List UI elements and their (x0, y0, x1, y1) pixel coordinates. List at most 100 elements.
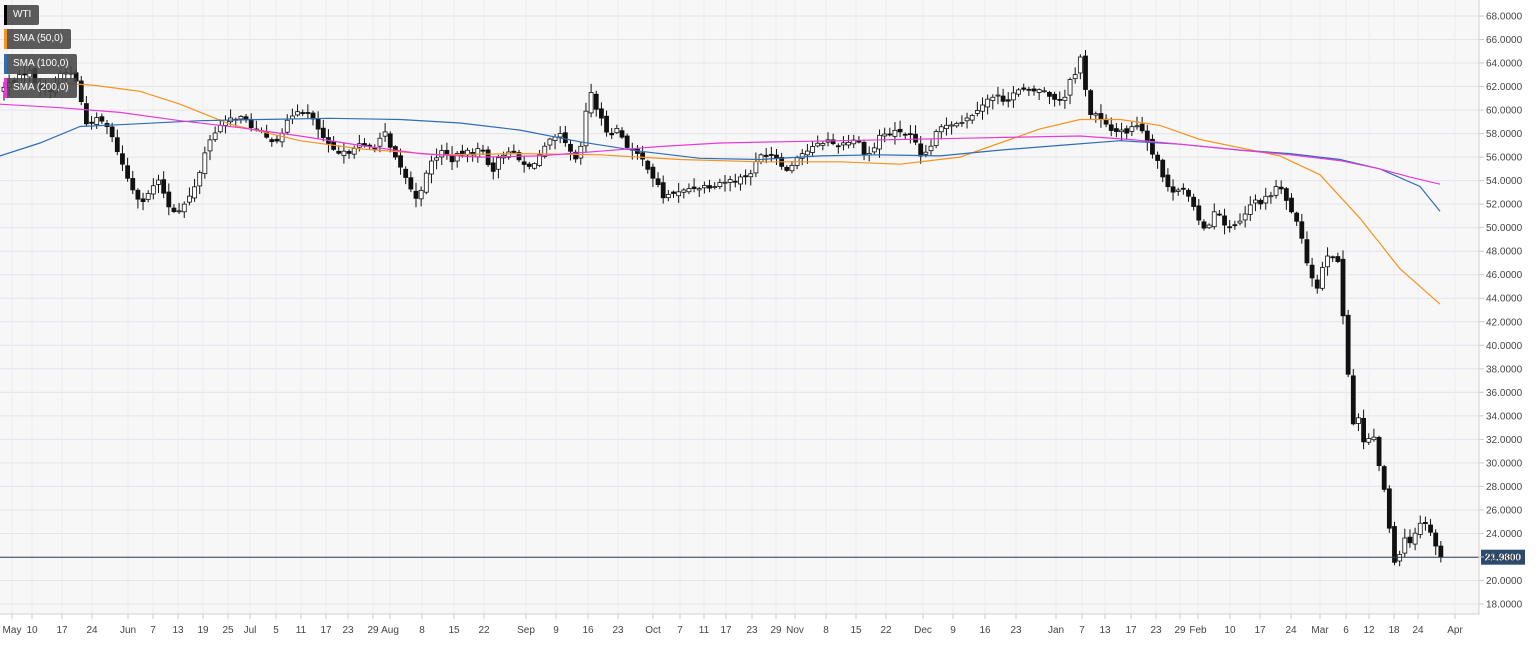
candle-down (913, 133, 918, 143)
legend-label: SMA (100,0) (13, 58, 69, 69)
candle-up (727, 179, 733, 183)
x-tick-label: 17 (720, 625, 732, 636)
candle-up (964, 117, 970, 122)
candle-down (130, 178, 136, 191)
legend-item[interactable]: WTI (4, 5, 40, 25)
candle-up (341, 150, 347, 156)
candle-up (686, 188, 692, 193)
candle-up (753, 160, 759, 174)
candle-up (351, 148, 357, 155)
candle-up (150, 185, 156, 195)
candle-down (1155, 154, 1160, 161)
x-tick-label: 10 (1224, 625, 1236, 636)
candle-down (732, 180, 738, 183)
candle-down (1031, 88, 1037, 92)
candle-up (284, 119, 290, 133)
candle-up (1253, 199, 1258, 204)
candle-down (1227, 226, 1233, 229)
y-tick-label: 52.0000 (1486, 200, 1523, 211)
candle-up (949, 124, 954, 127)
y-tick-label: 46.0000 (1486, 270, 1523, 281)
candle-down (99, 116, 105, 122)
candle-up (1247, 204, 1253, 215)
candle-down (1294, 212, 1300, 222)
candle-down (1376, 437, 1382, 467)
y-tick-label: 66.0000 (1486, 35, 1523, 46)
candle-up (882, 133, 888, 137)
candle-down (1217, 213, 1222, 216)
x-tick-label: 22 (880, 625, 892, 636)
candle-up (495, 157, 501, 170)
candle-down (1186, 189, 1191, 197)
candle-down (89, 121, 94, 124)
y-tick-label: 62.0000 (1486, 82, 1523, 93)
x-tick-label: Apr (1447, 625, 1463, 636)
candle-up (1062, 96, 1068, 101)
candle-down (604, 115, 609, 133)
candle-up (810, 146, 815, 153)
candle-up (1036, 89, 1042, 93)
candle-down (624, 135, 630, 148)
candle-up (1268, 195, 1274, 198)
candle-up (1242, 213, 1248, 221)
candle-up (820, 143, 826, 146)
candle-down (897, 128, 903, 133)
candle-up (722, 181, 728, 184)
candle-up (702, 185, 707, 189)
candle-up (1077, 56, 1083, 74)
candle-down (398, 155, 403, 168)
plot-background (0, 0, 1479, 614)
y-tick-label: 44.0000 (1486, 294, 1523, 305)
y-tick-label: 18.0000 (1486, 600, 1523, 611)
candle-down (1289, 197, 1294, 213)
candle-down (362, 143, 367, 146)
x-tick-label: 9 (553, 625, 559, 636)
candle-down (1144, 130, 1150, 142)
candle-down (562, 132, 568, 144)
candle-down (1196, 205, 1202, 221)
candle-down (140, 198, 146, 202)
legend-item[interactable]: SMA (50,0) (4, 29, 72, 49)
candle-down (449, 155, 455, 163)
candle-down (660, 182, 666, 199)
candle-down (1330, 256, 1336, 259)
candle-down (1191, 196, 1197, 207)
y-tick-label: 22.0000 (1486, 552, 1523, 563)
candle-down (1345, 314, 1351, 375)
candle-down (125, 165, 130, 179)
candle-up (1119, 129, 1124, 133)
candle-up (1402, 537, 1408, 554)
candle-up (382, 131, 388, 137)
candle-down (1381, 466, 1387, 490)
candle-up (1356, 417, 1361, 424)
candle-down (78, 80, 84, 103)
x-tick-label: 17 (56, 625, 68, 636)
x-tick-label: May (3, 625, 22, 636)
y-tick-label: 40.0000 (1486, 341, 1523, 352)
y-tick-label: 30.0000 (1486, 458, 1523, 469)
candle-up (815, 142, 821, 147)
candle-down (830, 139, 836, 145)
candle-down (1170, 186, 1176, 193)
candle-down (645, 160, 651, 170)
x-tick-label: Jan (1048, 625, 1064, 636)
x-tick-label: 25 (222, 625, 234, 636)
candle-down (619, 130, 625, 138)
y-tick-label: 68.0000 (1486, 12, 1523, 23)
candle-down (1232, 224, 1238, 227)
x-tick-label: 10 (26, 625, 38, 636)
legend-item[interactable]: SMA (100,0) (4, 54, 77, 74)
candle-down (707, 185, 712, 189)
candle-up (1041, 90, 1047, 93)
y-tick-label: 36.0000 (1486, 388, 1523, 399)
candle-up (1011, 92, 1016, 101)
candle-down (1180, 187, 1186, 190)
candle-down (918, 143, 924, 157)
candle-down (1423, 522, 1428, 524)
legend-item[interactable]: SMA (200,0) (4, 78, 77, 98)
x-tick-label: 24 (86, 625, 98, 636)
candle-up (1211, 211, 1217, 228)
candle-down (1433, 532, 1439, 547)
candle-down (248, 118, 254, 129)
candle-down (1005, 99, 1011, 102)
